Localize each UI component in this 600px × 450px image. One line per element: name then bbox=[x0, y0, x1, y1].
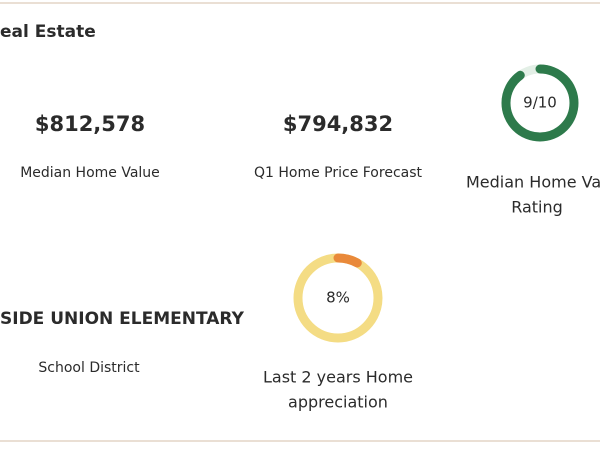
gauge-caption: Rating bbox=[511, 198, 563, 217]
gauge-label: 8% bbox=[326, 289, 350, 307]
stat-label: Q1 Home Price Forecast bbox=[254, 165, 423, 181]
gauge-caption: appreciation bbox=[288, 393, 388, 412]
section-title: eal Estate bbox=[0, 22, 96, 42]
gauge-arc bbox=[501, 64, 579, 142]
gauge-caption: Last 2 years Home bbox=[263, 368, 413, 387]
stat-value: SIDE UNION ELEMENTARY bbox=[0, 309, 245, 329]
stat-label: School District bbox=[38, 360, 140, 376]
stat-value: $812,578 bbox=[35, 112, 145, 136]
stat-label: Median Home Value bbox=[20, 165, 160, 181]
gauge-caption: Median Home Va bbox=[466, 173, 600, 192]
stat-value: $794,832 bbox=[283, 112, 393, 136]
gauge-label: 9/10 bbox=[523, 94, 557, 112]
gauge-arc bbox=[293, 253, 383, 343]
